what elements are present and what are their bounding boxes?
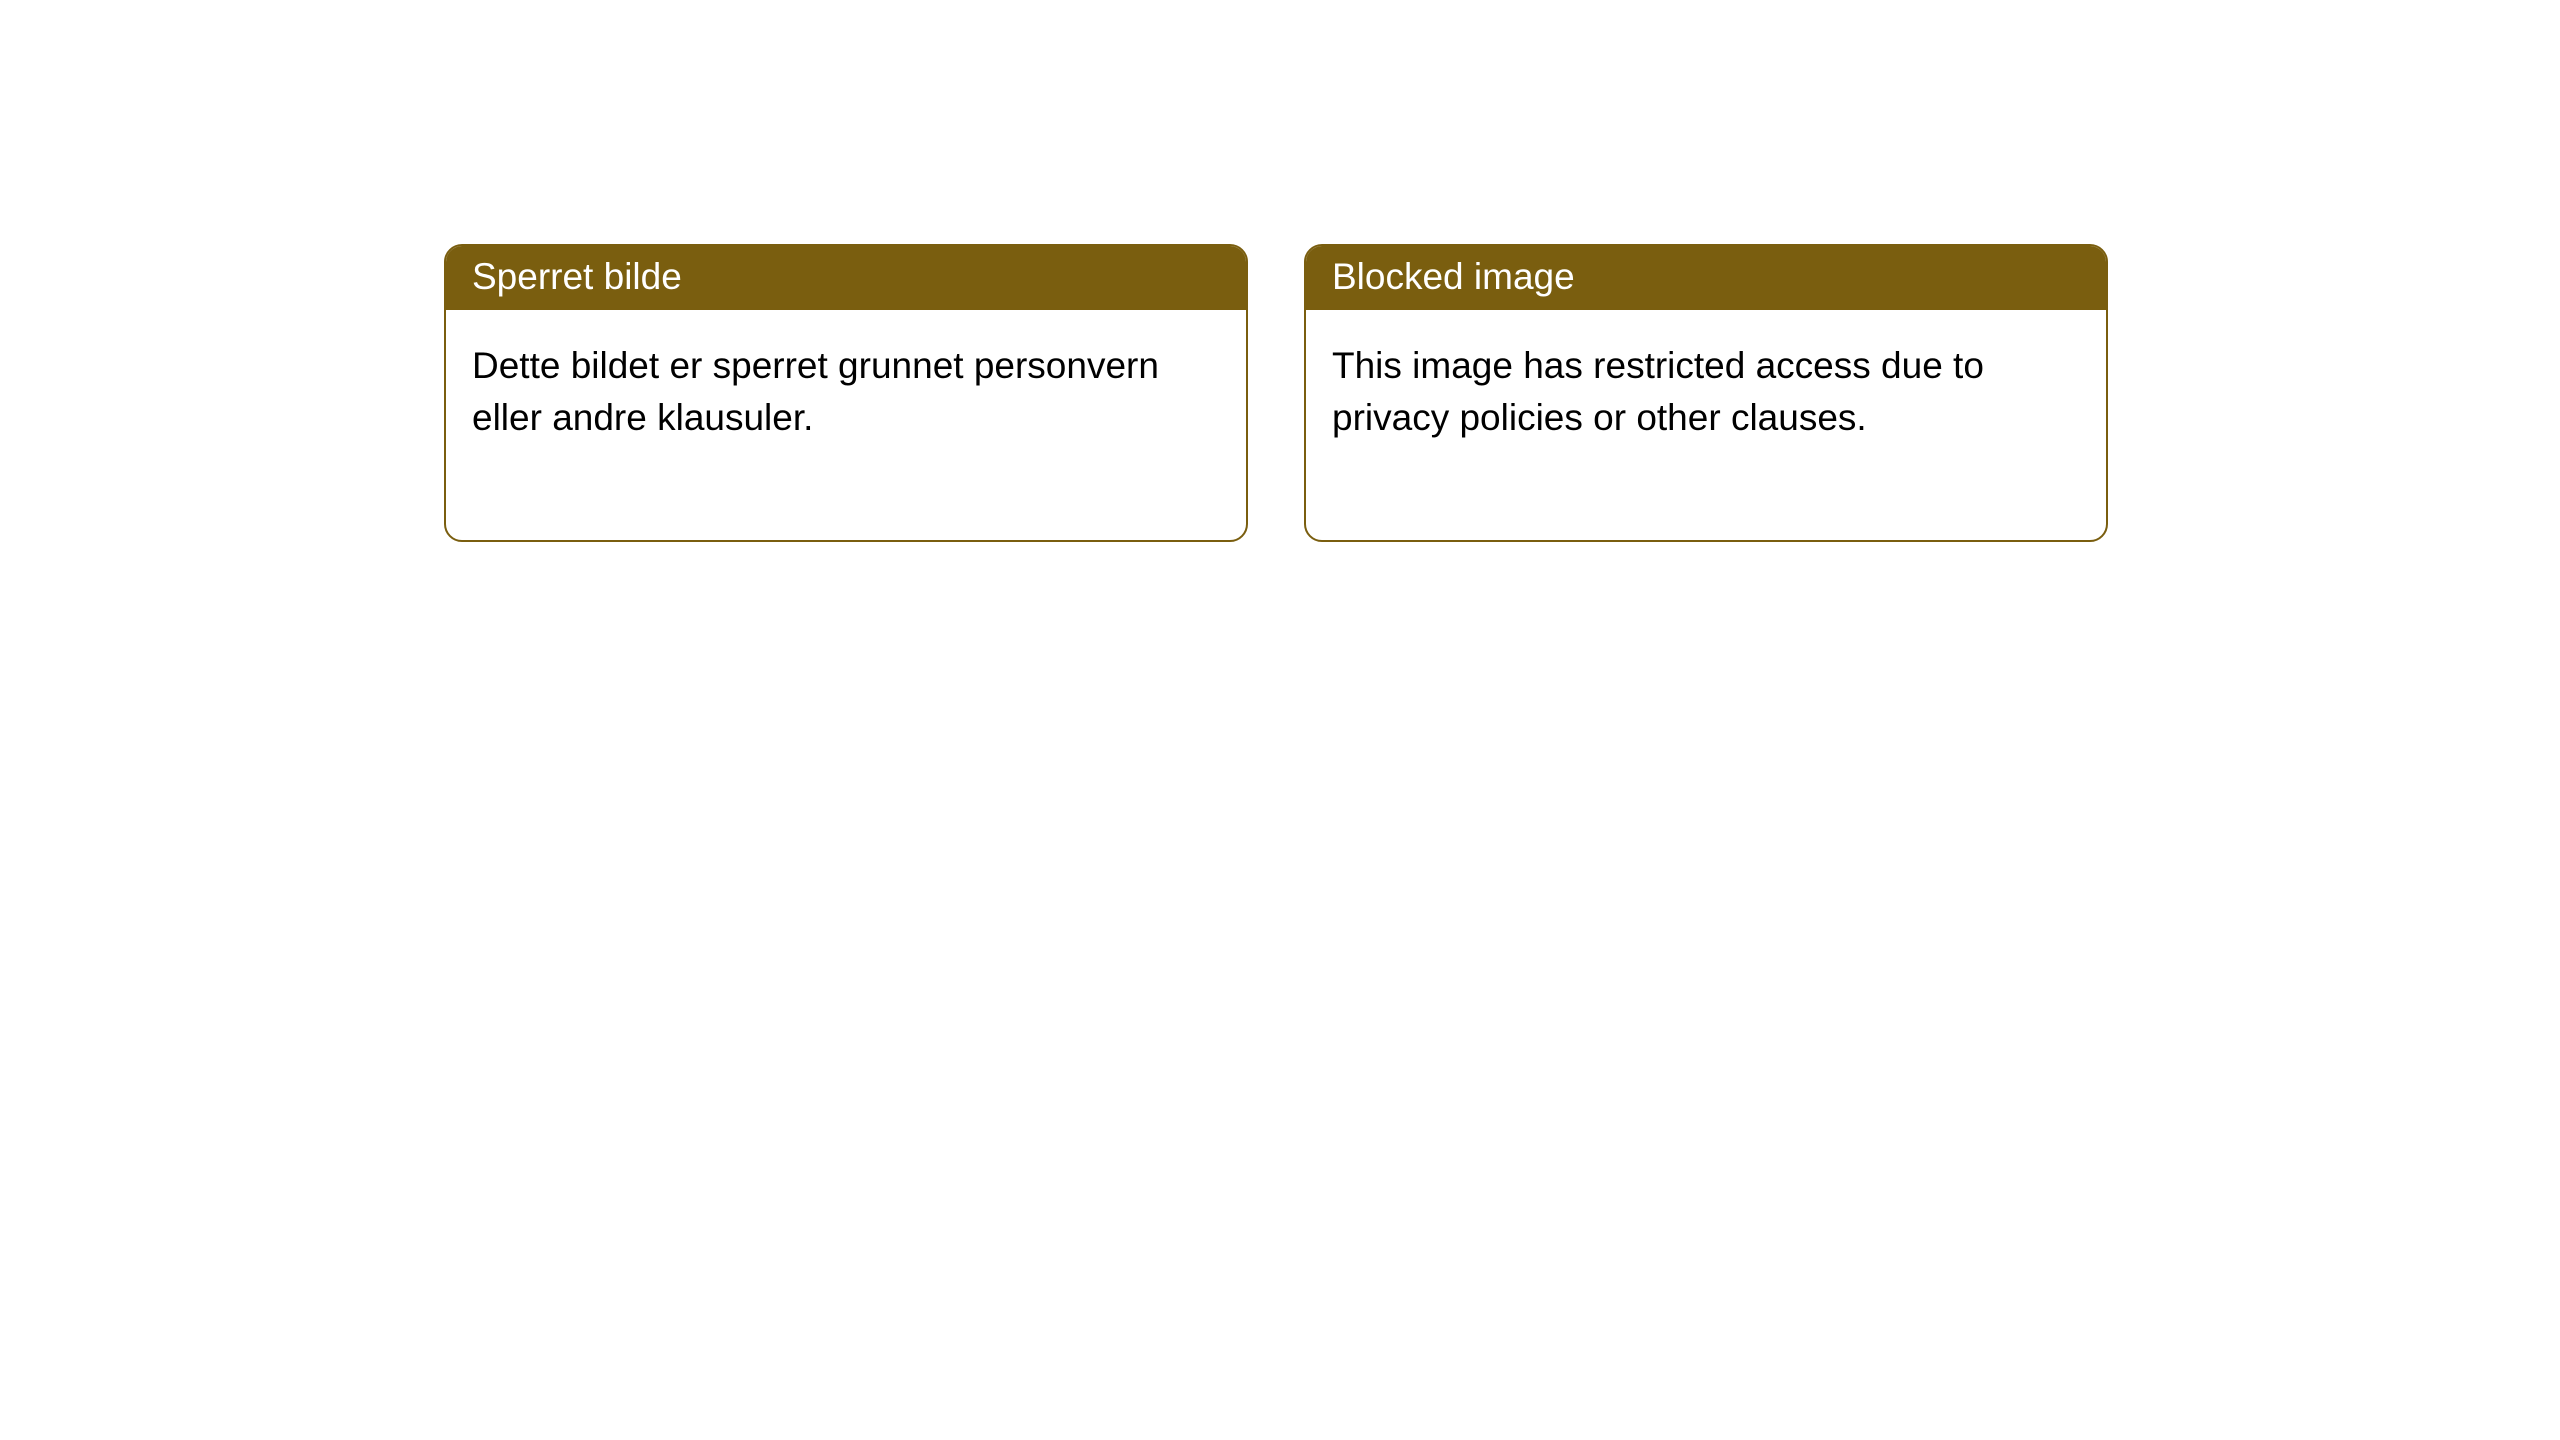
notice-body-text: Dette bildet er sperret grunnet personve… <box>472 345 1159 438</box>
notice-body-text: This image has restricted access due to … <box>1332 345 1984 438</box>
notice-body: Dette bildet er sperret grunnet personve… <box>446 310 1246 540</box>
notice-card-english: Blocked image This image has restricted … <box>1304 244 2108 542</box>
notice-title: Blocked image <box>1332 256 1575 297</box>
notice-body: This image has restricted access due to … <box>1306 310 2106 540</box>
notice-header: Sperret bilde <box>446 246 1246 310</box>
notice-header: Blocked image <box>1306 246 2106 310</box>
notice-card-norwegian: Sperret bilde Dette bildet er sperret gr… <box>444 244 1248 542</box>
notice-title: Sperret bilde <box>472 256 682 297</box>
notice-container: Sperret bilde Dette bildet er sperret gr… <box>0 0 2560 542</box>
